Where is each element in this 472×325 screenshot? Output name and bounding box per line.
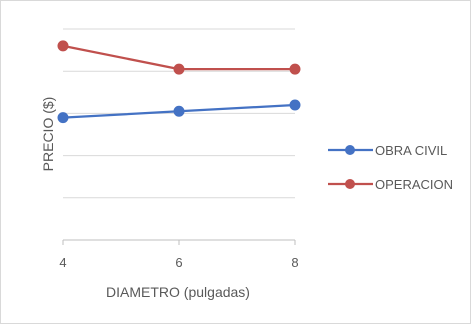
x-axis-ticks: 4 6 8 xyxy=(59,240,299,270)
x-tick-label: 6 xyxy=(175,255,182,270)
series-layer xyxy=(57,40,301,124)
data-point-operacion xyxy=(173,63,185,75)
y-axis-title: PRECIO ($) xyxy=(40,97,56,172)
legend-marker-obra-civil xyxy=(345,145,355,155)
x-axis-title: DIAMETRO (pulgadas) xyxy=(106,284,250,300)
legend-label-obra-civil: OBRA CIVIL xyxy=(375,143,447,158)
legend: OBRA CIVIL OPERACION xyxy=(328,143,453,192)
x-tick-label: 4 xyxy=(59,255,66,270)
data-point-obra-civil xyxy=(57,112,69,124)
data-point-operacion xyxy=(57,40,69,52)
data-point-obra-civil xyxy=(173,105,185,117)
gridlines xyxy=(63,28,295,241)
x-tick-label: 8 xyxy=(291,255,298,270)
data-point-operacion xyxy=(289,63,301,75)
data-point-obra-civil xyxy=(289,99,301,111)
legend-label-operacion: OPERACION xyxy=(375,177,453,192)
legend-marker-operacion xyxy=(345,179,355,189)
